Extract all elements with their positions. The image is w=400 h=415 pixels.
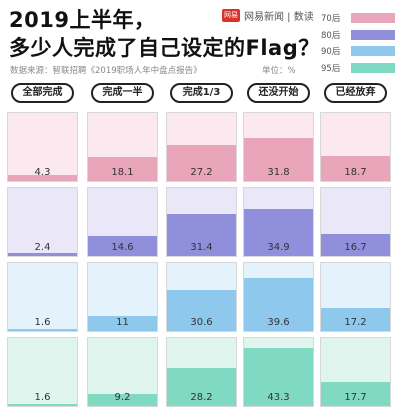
value-cell: 18.1 (87, 112, 158, 182)
value-label: 16.7 (344, 242, 367, 253)
value-bar (244, 209, 313, 256)
value-cell: 17.2 (320, 262, 391, 332)
legend-swatch (351, 13, 395, 24)
legend-label: 80后 (321, 30, 341, 41)
value-bar (8, 252, 77, 256)
legend-item: 80后 (321, 27, 395, 44)
brand-name: 网易新闻 | 数读 (244, 12, 314, 23)
legend: 70后 80后 90后 95后 (321, 10, 395, 76)
value-bar (88, 393, 157, 406)
category-header: 全部完成 (11, 83, 74, 103)
value-cell: 11 (87, 262, 158, 332)
value-cell: 1.6 (7, 337, 78, 407)
value-bar (244, 277, 313, 331)
value-bar (244, 138, 313, 181)
value-label: 43.3 (267, 392, 290, 403)
legend-item: 90后 (321, 43, 395, 60)
chart-title-line1: 2019上半年， (9, 8, 156, 32)
value-bar (167, 368, 236, 406)
value-bar (321, 155, 390, 181)
legend-item: 70后 (321, 10, 395, 27)
value-cell: 39.6 (243, 262, 314, 332)
category-header: 完成一半 (91, 83, 154, 103)
legend-label: 70后 (321, 14, 341, 25)
unit-label: 单位：% (262, 66, 296, 76)
brand: 网易 网易新闻 | 数读 (222, 8, 314, 23)
value-cell: 28.2 (166, 337, 237, 407)
value-bar (321, 382, 390, 406)
value-cell: 43.3 (243, 337, 314, 407)
value-label: 2.4 (34, 242, 51, 253)
value-cell: 2.4 (7, 187, 78, 257)
value-cell: 9.2 (87, 337, 158, 407)
value-bar (167, 213, 236, 256)
value-cell: 16.7 (320, 187, 391, 257)
legend-label: 90后 (321, 47, 341, 58)
data-source: 数据来源：智联招聘《2019职场人年中盘点报告》 (10, 66, 202, 76)
value-cell: 30.6 (166, 262, 237, 332)
value-label: 9.2 (114, 392, 131, 403)
value-label: 18.1 (111, 167, 134, 178)
category-header: 已经放弃 (324, 83, 387, 103)
netease-logo-icon: 网易 (222, 9, 240, 22)
value-cell: 17.7 (320, 337, 391, 407)
value-cell: 31.4 (166, 187, 237, 257)
legend-label: 95后 (321, 63, 341, 74)
value-label: 18.7 (344, 167, 367, 178)
value-bar (167, 290, 236, 331)
value-label: 34.9 (267, 242, 290, 253)
value-label: 17.2 (344, 317, 367, 328)
value-label: 1.6 (34, 317, 51, 328)
legend-swatch (351, 62, 395, 73)
value-cell: 34.9 (243, 187, 314, 257)
value-bar (244, 347, 313, 406)
value-cell: 18.7 (320, 112, 391, 182)
value-bar (321, 307, 390, 331)
value-bar (8, 175, 77, 181)
value-bar (321, 233, 390, 256)
value-label: 27.2 (190, 167, 213, 178)
value-label: 28.2 (190, 392, 213, 403)
value-bar (88, 156, 157, 181)
value-cell: 4.3 (7, 112, 78, 182)
value-bar (8, 403, 77, 406)
value-bar (88, 316, 157, 331)
value-label: 17.7 (344, 392, 367, 403)
value-label: 30.6 (190, 317, 213, 328)
legend-swatch (351, 46, 395, 57)
value-cell: 1.6 (7, 262, 78, 332)
value-label: 1.6 (34, 392, 51, 403)
value-label: 31.8 (267, 167, 290, 178)
value-label: 39.6 (267, 317, 290, 328)
legend-swatch (351, 29, 395, 40)
value-cell: 31.8 (243, 112, 314, 182)
value-bar (167, 144, 236, 181)
chart-title-line2: 多少人完成了自己设定的Flag？ (9, 36, 320, 60)
value-label: 31.4 (190, 242, 213, 253)
value-bar (8, 328, 77, 331)
value-cell: 27.2 (166, 112, 237, 182)
value-label: 11 (116, 317, 129, 328)
value-bar (88, 236, 157, 256)
value-label: 4.3 (34, 167, 51, 178)
category-header: 完成1/3 (170, 83, 233, 103)
value-cell: 14.6 (87, 187, 158, 257)
category-header: 还没开始 (247, 83, 310, 103)
legend-item: 95后 (321, 60, 395, 77)
value-label: 14.6 (111, 242, 134, 253)
